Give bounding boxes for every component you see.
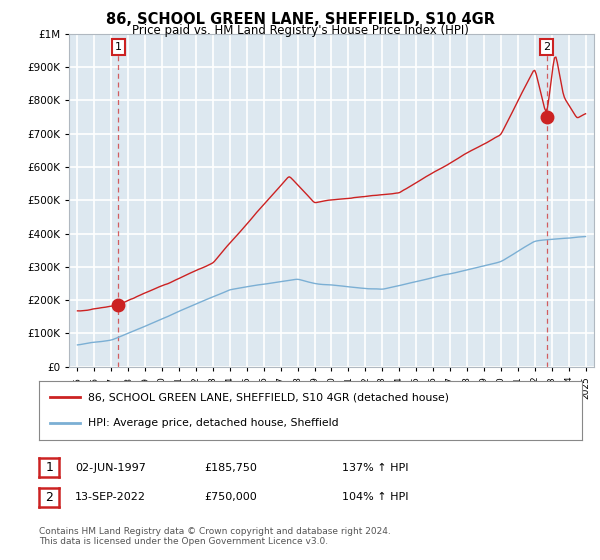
Text: 2: 2 bbox=[45, 491, 53, 504]
Text: £750,000: £750,000 bbox=[204, 492, 257, 502]
Text: 1: 1 bbox=[45, 461, 53, 474]
Text: 104% ↑ HPI: 104% ↑ HPI bbox=[342, 492, 409, 502]
Text: 02-JUN-1997: 02-JUN-1997 bbox=[75, 463, 146, 473]
Text: £185,750: £185,750 bbox=[204, 463, 257, 473]
Text: Contains HM Land Registry data © Crown copyright and database right 2024.
This d: Contains HM Land Registry data © Crown c… bbox=[39, 526, 391, 546]
Text: 13-SEP-2022: 13-SEP-2022 bbox=[75, 492, 146, 502]
Text: Price paid vs. HM Land Registry's House Price Index (HPI): Price paid vs. HM Land Registry's House … bbox=[131, 24, 469, 37]
Text: 86, SCHOOL GREEN LANE, SHEFFIELD, S10 4GR: 86, SCHOOL GREEN LANE, SHEFFIELD, S10 4G… bbox=[106, 12, 494, 27]
Text: HPI: Average price, detached house, Sheffield: HPI: Average price, detached house, Shef… bbox=[88, 418, 338, 428]
Text: 1: 1 bbox=[115, 42, 122, 52]
Text: 137% ↑ HPI: 137% ↑ HPI bbox=[342, 463, 409, 473]
Text: 86, SCHOOL GREEN LANE, SHEFFIELD, S10 4GR (detached house): 86, SCHOOL GREEN LANE, SHEFFIELD, S10 4G… bbox=[88, 392, 449, 402]
Text: 2: 2 bbox=[543, 42, 550, 52]
